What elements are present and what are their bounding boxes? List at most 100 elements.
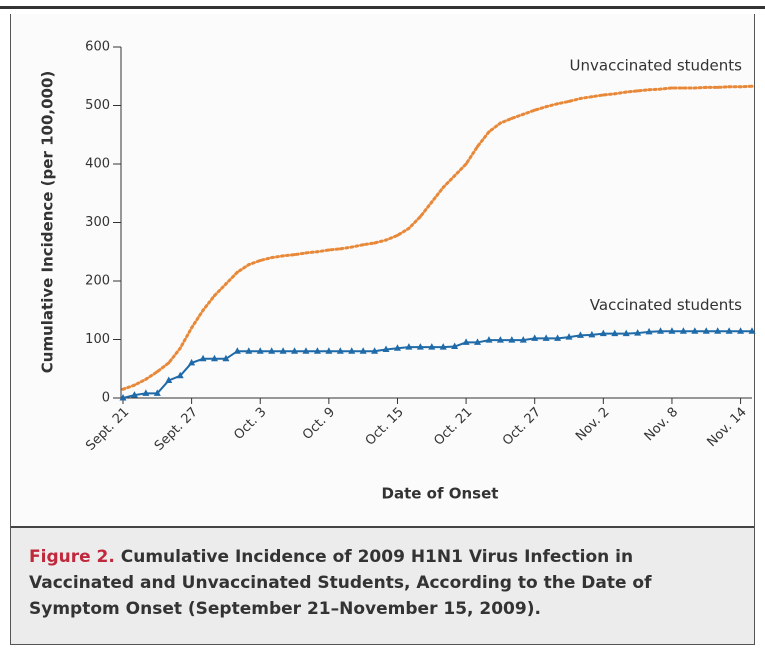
y-axis-label: Cumulative Incidence (per 100,000) bbox=[39, 71, 57, 373]
data-point bbox=[165, 376, 173, 383]
data-point bbox=[679, 327, 687, 334]
series-line bbox=[121, 84, 754, 391]
data-point bbox=[451, 342, 459, 350]
data-point bbox=[521, 112, 525, 116]
data-point bbox=[270, 256, 274, 260]
data-point bbox=[496, 336, 504, 343]
data-point bbox=[702, 327, 710, 334]
series-label: Vaccinated students bbox=[590, 296, 742, 314]
data-point bbox=[235, 270, 239, 274]
data-point bbox=[233, 347, 241, 354]
data-point bbox=[393, 344, 401, 351]
data-point bbox=[350, 245, 354, 249]
x-axis-label: Date of Onset bbox=[382, 485, 499, 503]
y-tick-label: 600 bbox=[85, 40, 110, 55]
data-point bbox=[601, 93, 605, 97]
data-point bbox=[510, 116, 514, 120]
data-point bbox=[554, 334, 562, 341]
data-point bbox=[645, 327, 653, 335]
data-point bbox=[693, 86, 697, 90]
data-point bbox=[336, 347, 344, 354]
x-tick-label: Oct. 27 bbox=[500, 405, 544, 449]
data-point bbox=[670, 86, 674, 90]
data-point bbox=[144, 377, 148, 381]
data-point bbox=[130, 391, 138, 398]
data-point bbox=[361, 243, 365, 247]
x-tick-label: Nov. 8 bbox=[642, 405, 682, 445]
data-point bbox=[418, 215, 422, 219]
data-point bbox=[302, 347, 310, 354]
data-point bbox=[224, 282, 228, 286]
x-tick-label: Sept. 27 bbox=[152, 405, 201, 454]
data-point bbox=[121, 387, 125, 391]
data-point bbox=[622, 329, 630, 337]
data-point bbox=[519, 336, 527, 343]
data-point bbox=[565, 333, 573, 340]
x-tick-label: Oct. 21 bbox=[431, 405, 475, 449]
data-point bbox=[599, 329, 607, 337]
data-point bbox=[439, 343, 447, 350]
data-point bbox=[258, 259, 262, 263]
data-point bbox=[210, 354, 218, 362]
data-point bbox=[178, 346, 182, 350]
x-tick-label: Nov. 2 bbox=[573, 405, 613, 445]
data-point bbox=[188, 358, 196, 366]
data-point bbox=[681, 86, 685, 90]
data-point bbox=[199, 354, 207, 362]
data-point bbox=[373, 241, 377, 245]
data-point bbox=[476, 144, 480, 148]
data-point bbox=[416, 343, 424, 350]
data-point bbox=[382, 345, 390, 352]
data-point bbox=[727, 85, 731, 89]
data-point bbox=[750, 84, 754, 88]
data-point bbox=[348, 347, 356, 354]
data-point bbox=[155, 370, 159, 374]
y-tick-label: 200 bbox=[85, 274, 110, 289]
series-line bbox=[122, 330, 753, 399]
data-point bbox=[407, 226, 411, 230]
data-point bbox=[119, 394, 127, 401]
data-point bbox=[624, 90, 628, 94]
data-point bbox=[668, 327, 676, 334]
data-point bbox=[281, 254, 285, 258]
data-point bbox=[395, 233, 399, 237]
data-point bbox=[725, 327, 733, 334]
data-point bbox=[293, 253, 297, 257]
data-point bbox=[704, 85, 708, 89]
data-point bbox=[359, 347, 367, 354]
data-point bbox=[691, 327, 699, 334]
y-tick-label: 100 bbox=[85, 332, 110, 347]
data-point bbox=[142, 389, 150, 396]
x-tick-label: Nov. 14 bbox=[704, 405, 749, 450]
data-point bbox=[441, 185, 445, 189]
data-point bbox=[556, 102, 560, 106]
data-point bbox=[636, 89, 640, 93]
data-point bbox=[338, 247, 342, 251]
data-point bbox=[487, 130, 491, 134]
data-point bbox=[132, 383, 136, 387]
caption-label: Figure 2. bbox=[29, 547, 115, 567]
data-point bbox=[590, 95, 594, 99]
data-point bbox=[613, 92, 617, 96]
series-label: Unvaccinated students bbox=[570, 57, 743, 75]
data-point bbox=[384, 238, 388, 242]
data-point bbox=[371, 347, 379, 354]
data-point bbox=[313, 347, 321, 354]
data-point bbox=[325, 347, 333, 354]
x-tick-label: Sept. 21 bbox=[83, 405, 132, 454]
data-point bbox=[304, 251, 308, 255]
data-point bbox=[428, 343, 436, 350]
data-point bbox=[315, 250, 319, 254]
data-point bbox=[739, 85, 743, 89]
data-point bbox=[279, 347, 287, 354]
data-point bbox=[256, 347, 264, 354]
data-point bbox=[212, 294, 216, 298]
data-point bbox=[542, 334, 550, 341]
data-point bbox=[578, 96, 582, 100]
data-point bbox=[576, 331, 584, 338]
top-rule bbox=[0, 6, 765, 9]
x-tick-label: Oct. 9 bbox=[300, 405, 338, 443]
data-point bbox=[716, 85, 720, 89]
x-tick-label: Oct. 3 bbox=[231, 405, 269, 443]
